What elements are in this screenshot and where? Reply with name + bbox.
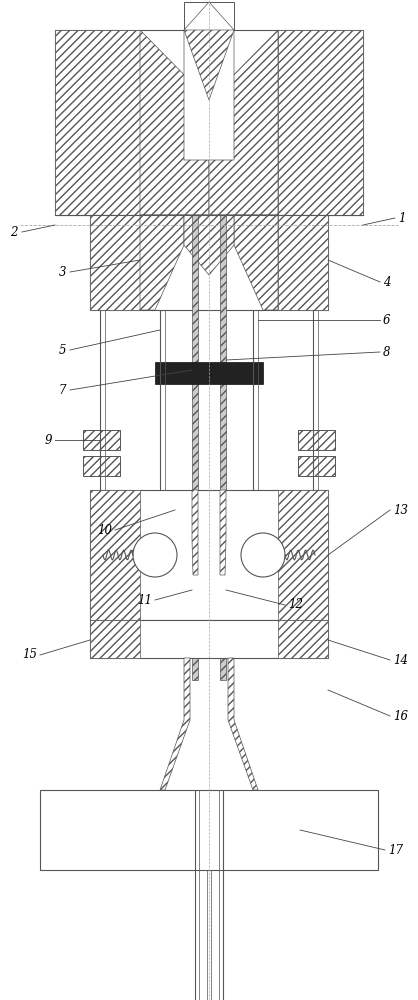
Text: 14: 14: [393, 654, 408, 666]
Polygon shape: [228, 658, 258, 790]
Polygon shape: [192, 490, 198, 575]
Polygon shape: [234, 215, 278, 310]
Polygon shape: [209, 30, 278, 215]
Polygon shape: [220, 215, 226, 680]
Polygon shape: [90, 490, 140, 620]
Polygon shape: [278, 620, 328, 658]
Circle shape: [241, 533, 285, 577]
Bar: [90, 490, 328, 620]
Text: 3: 3: [59, 265, 66, 278]
Bar: [298, 456, 335, 476]
Polygon shape: [140, 30, 209, 215]
Bar: [40, 790, 378, 870]
Bar: [90, 620, 328, 658]
Polygon shape: [184, 215, 234, 275]
Bar: [55, 30, 363, 215]
Bar: [90, 215, 328, 310]
Text: 9: 9: [44, 434, 52, 446]
Text: 10: 10: [97, 524, 112, 536]
Polygon shape: [90, 620, 140, 658]
Bar: [83, 456, 120, 476]
Text: 7: 7: [59, 383, 66, 396]
Text: 12: 12: [288, 598, 303, 611]
Polygon shape: [278, 490, 328, 620]
Text: 5: 5: [59, 344, 66, 357]
Polygon shape: [140, 215, 184, 310]
Polygon shape: [220, 490, 226, 575]
Polygon shape: [192, 215, 198, 680]
Bar: [298, 430, 335, 450]
Text: 16: 16: [393, 710, 408, 722]
Text: 6: 6: [383, 314, 390, 326]
Polygon shape: [160, 658, 190, 790]
Text: 8: 8: [383, 346, 390, 359]
Polygon shape: [90, 215, 140, 310]
Text: 2: 2: [10, 226, 18, 238]
Text: 13: 13: [393, 504, 408, 516]
Polygon shape: [184, 30, 234, 100]
Text: 17: 17: [388, 844, 403, 856]
Bar: [184, 2, 234, 30]
Text: 15: 15: [22, 648, 37, 662]
Text: 4: 4: [383, 275, 390, 288]
Polygon shape: [55, 30, 140, 215]
Text: 11: 11: [137, 593, 152, 606]
Text: 1: 1: [398, 212, 405, 225]
Bar: [155, 362, 263, 384]
Bar: [83, 430, 120, 450]
Polygon shape: [278, 215, 328, 310]
Circle shape: [133, 533, 177, 577]
Polygon shape: [184, 2, 234, 160]
Polygon shape: [278, 30, 363, 215]
